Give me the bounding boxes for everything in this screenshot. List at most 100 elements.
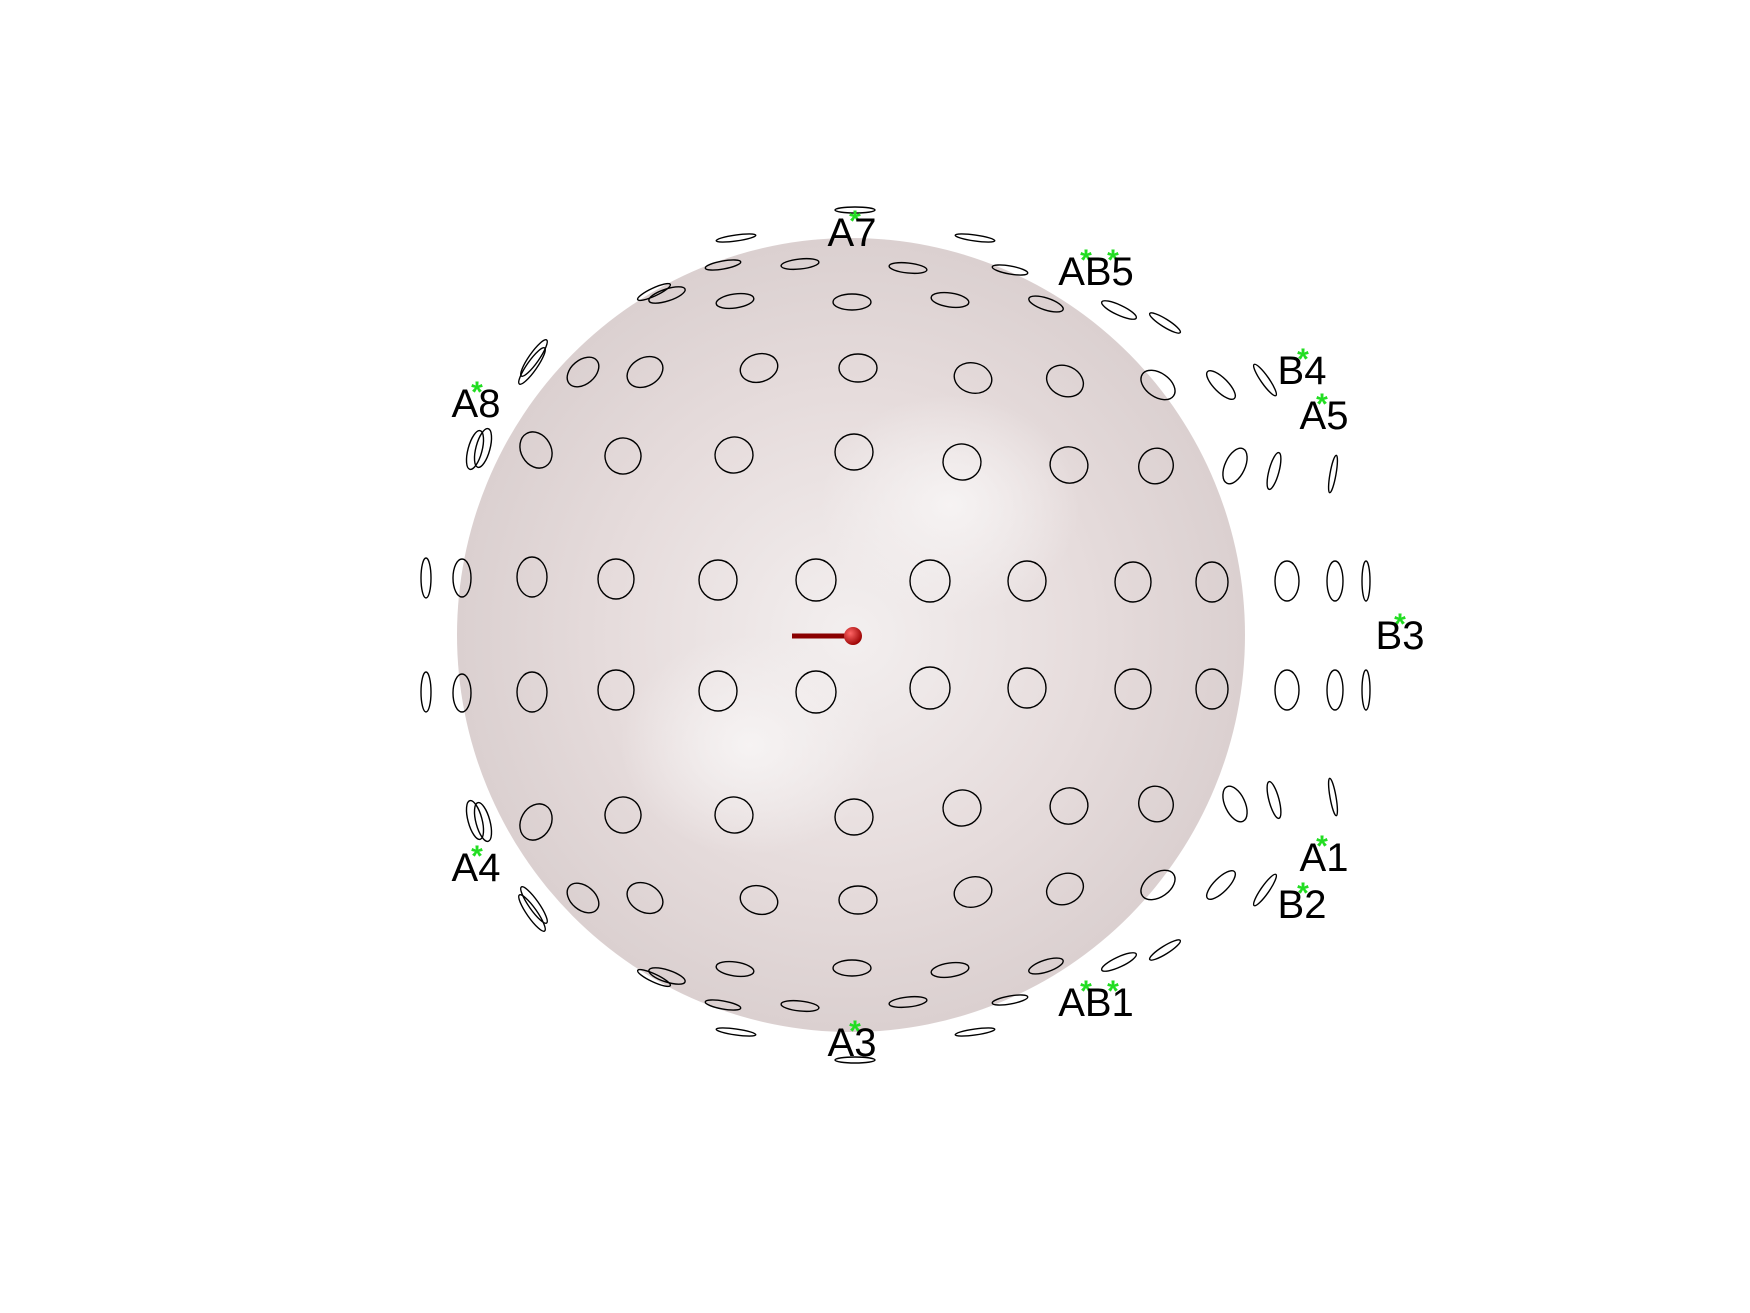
coil-ellipse: [420, 557, 432, 599]
coil-ellipse: [953, 361, 993, 395]
sensor-label-text: B2: [1278, 883, 1327, 927]
sensor-marker: *: [471, 376, 483, 409]
coil-ellipse: [1361, 669, 1371, 711]
coil-ellipse: [1007, 667, 1047, 709]
coil-ellipse: [795, 558, 837, 602]
coil-ellipse: [1140, 869, 1176, 901]
coil-ellipse: [954, 1027, 996, 1037]
sensor-marker: *: [1107, 244, 1119, 277]
coil-ellipse: [1100, 300, 1138, 320]
coil-ellipse: [838, 353, 878, 383]
coil-ellipse: [1138, 785, 1174, 823]
coil-ellipse: [520, 339, 548, 377]
coil-ellipse: [991, 264, 1029, 276]
coil-ellipse: [1148, 312, 1182, 334]
coil-ellipse: [1045, 364, 1085, 398]
sensor-marker: *: [1297, 343, 1309, 376]
coil-ellipse: [834, 433, 874, 471]
coil-ellipse: [452, 673, 472, 713]
sensor-label-b2: *B2: [1278, 877, 1327, 927]
sensor-marker: *: [1394, 608, 1406, 641]
sensor-marker: *: [1080, 975, 1092, 1008]
coil-ellipse: [519, 431, 553, 469]
sensor-label-text: A1: [1300, 836, 1349, 880]
coil-ellipse: [909, 666, 951, 710]
sensor-label-text: A5: [1300, 394, 1349, 438]
coil-ellipse: [1205, 869, 1237, 901]
coil-ellipse: [1007, 560, 1047, 602]
sensor-marker: *: [471, 840, 483, 873]
coil-ellipse: [954, 233, 996, 243]
coil-ellipse: [930, 961, 970, 979]
coil-ellipse: [1114, 561, 1152, 603]
sensor-marker: *: [849, 1015, 861, 1048]
coil-ellipse: [780, 257, 820, 271]
sensor-label-ab1: * *AB1: [1058, 975, 1134, 1025]
sensor-label-text: B3: [1376, 614, 1425, 658]
sensor-label-text: AB1: [1058, 981, 1134, 1025]
coil-ellipse: [597, 669, 635, 711]
coil-ellipse: [991, 994, 1029, 1006]
sensor-label-text: A7: [828, 211, 877, 255]
coil-ellipse: [714, 436, 754, 474]
coil-ellipse: [1326, 669, 1344, 711]
coil-ellipse: [1045, 872, 1085, 906]
coil-ellipse: [715, 292, 755, 310]
coil-ellipse: [942, 443, 982, 481]
sensor-label-a8: *A8: [452, 376, 501, 426]
coil-ellipse: [698, 559, 738, 601]
sensor-marker: *: [849, 205, 861, 238]
coil-ellipse: [1140, 369, 1176, 401]
coil-ellipse: [704, 999, 742, 1011]
coil-ellipse: [888, 995, 928, 1009]
coil-ellipse: [1138, 447, 1174, 485]
coil-ellipse: [715, 233, 757, 243]
coil-ellipse: [953, 875, 993, 909]
dipole: [792, 627, 862, 645]
sensor-marker: *: [1316, 388, 1328, 421]
sensor-label-text: AB5: [1058, 250, 1134, 294]
coil-ellipse: [604, 437, 642, 475]
coil-ellipse: [516, 671, 548, 713]
coil-ellipse: [1274, 669, 1300, 711]
sensor-label-b3: *B3: [1376, 608, 1425, 658]
sensor-marker: *: [1080, 244, 1092, 277]
coil-ellipse: [714, 796, 754, 834]
coil-ellipse: [1266, 451, 1282, 491]
coil-ellipse: [704, 259, 742, 271]
coil-ellipse: [715, 1027, 757, 1037]
coil-ellipse: [1327, 777, 1339, 817]
coil-ellipse: [1327, 454, 1339, 494]
coil-ellipse: [739, 352, 779, 384]
coil-ellipse: [1195, 561, 1229, 603]
sensor-label-text: A3: [828, 1021, 877, 1065]
coil-ellipse: [518, 894, 546, 932]
coil-ellipse: [465, 429, 485, 471]
sensor-label-a7: *A7: [828, 205, 877, 255]
coil-ellipse: [1028, 295, 1064, 313]
coil-ellipse: [597, 558, 635, 600]
coil-ellipse: [626, 881, 664, 915]
coil-ellipse: [648, 967, 686, 985]
coil-ellipse: [420, 671, 432, 713]
sensor-label-text: A8: [452, 382, 501, 426]
coil-ellipse: [473, 801, 493, 843]
sensor-marker: *: [1297, 877, 1309, 910]
coil-ellipse: [1222, 447, 1248, 485]
coil-ellipse: [1049, 446, 1089, 484]
dipole-ball: [844, 627, 862, 645]
coil-ellipse: [834, 206, 876, 214]
coil-ellipse: [473, 427, 493, 469]
coil-ellipse: [1326, 560, 1344, 602]
coil-ellipse: [518, 347, 546, 385]
coil-ellipse: [1195, 668, 1229, 710]
sensor-label-ab5: * *AB5: [1058, 244, 1134, 294]
coil-ellipse: [516, 556, 548, 598]
coil-ellipse: [834, 798, 874, 836]
coil-ellipse: [1266, 780, 1282, 820]
coil-ellipse: [1049, 787, 1089, 825]
coil-ellipse: [1028, 957, 1064, 975]
coil-ellipse: [838, 885, 878, 915]
coil-ellipse: [795, 670, 837, 714]
coil-ellipse: [1100, 952, 1138, 972]
